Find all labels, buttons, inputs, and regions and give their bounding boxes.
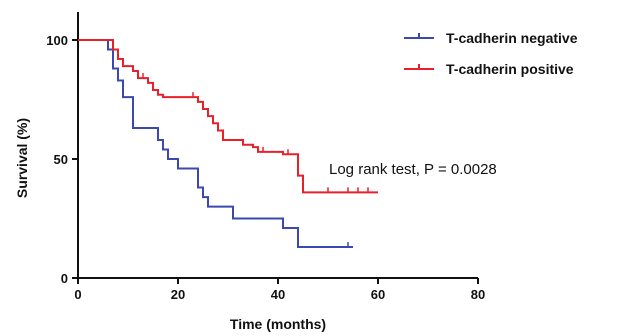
x-tick-label: 80 — [471, 287, 485, 302]
legend-label-positive: T-cadherin positive — [446, 61, 574, 77]
series-line-positive — [78, 39, 378, 194]
x-tick-label: 40 — [271, 287, 285, 302]
y-tick-label: 0 — [61, 271, 68, 286]
log-rank-annotation: Log rank test, P = 0.0028 — [329, 161, 497, 178]
y-tick-label: 50 — [54, 152, 68, 167]
ticks: 0 20 40 60 80 0 50 100 — [46, 33, 485, 302]
series-layer — [78, 39, 378, 249]
axes — [77, 12, 478, 279]
x-tick-label: 0 — [74, 287, 81, 302]
legend-label-negative: T-cadherin negative — [446, 30, 578, 46]
x-tick-label: 20 — [171, 287, 185, 302]
legend: T-cadherin negative T-cadherin positive — [404, 30, 578, 77]
x-tick-label: 60 — [371, 287, 385, 302]
x-axis-title: Time (months) — [230, 316, 326, 332]
y-axis-title: Survival (%) — [14, 118, 30, 198]
series-line-negative — [78, 39, 353, 249]
y-tick-label: 100 — [46, 33, 68, 48]
